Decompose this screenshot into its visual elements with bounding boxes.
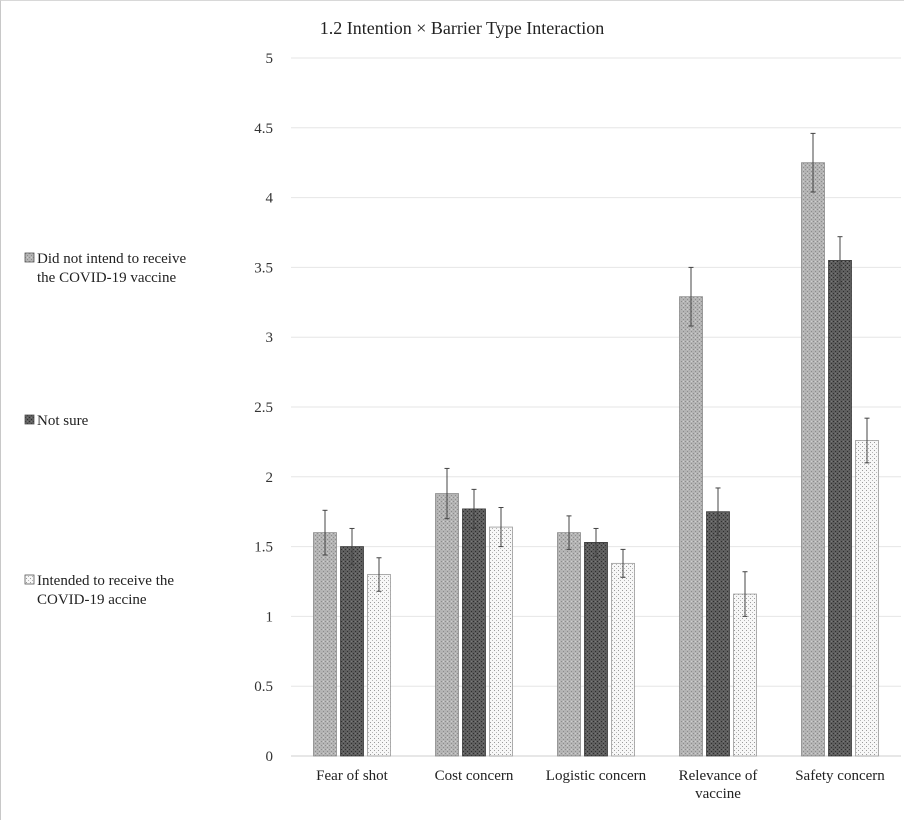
bar: [706, 511, 730, 757]
bar: [801, 162, 825, 757]
bar: [679, 296, 703, 757]
bar: [435, 493, 459, 757]
bar: [855, 440, 879, 757]
x-axis-labels: Fear of shot Cost concern Logistic concern…: [316, 768, 885, 802]
y-tick-label: 2: [266, 470, 274, 486]
bar: [557, 532, 581, 757]
y-tick-label: 1: [266, 609, 274, 625]
bar: [462, 508, 486, 757]
gridlines: [291, 57, 901, 757]
error-bars: [322, 132, 870, 617]
legend-label: the COVID-19 vaccine: [37, 270, 176, 286]
y-tick-label: 0: [266, 749, 274, 765]
legend-label: Not sure: [37, 413, 89, 429]
legend-swatch: [24, 574, 35, 585]
y-tick-label: 3: [266, 330, 274, 346]
y-tick-label: 1.5: [254, 540, 273, 556]
y-tick-label: 4: [266, 191, 274, 207]
x-tick-label: Relevance of: [679, 768, 758, 784]
y-tick-label: 0.5: [254, 679, 273, 695]
x-tick-label: Safety concern: [795, 768, 885, 784]
bar: [828, 260, 852, 757]
y-tick-label: 5: [266, 51, 274, 67]
bar: [611, 562, 635, 757]
y-axis-ticks: 0 0.5 1 1.5 2 2.5 3 3.5 4 4.5 5: [254, 51, 273, 765]
x-tick-label: Logistic concern: [546, 768, 647, 784]
bar: [489, 526, 513, 757]
legend-label: COVID-19 accine: [37, 592, 147, 608]
x-tick-label: Fear of shot: [316, 768, 388, 784]
legend-label: Intended to receive the: [37, 573, 174, 589]
y-tick-label: 4.5: [254, 121, 273, 137]
bar: [584, 542, 608, 757]
chart-title: 1.2 Intention × Barrier Type Interaction: [320, 18, 604, 38]
bar: [340, 546, 364, 757]
y-tick-label: 2.5: [254, 400, 273, 416]
bar: [313, 532, 337, 757]
bars: [313, 162, 879, 757]
bar: [733, 593, 757, 757]
x-tick-label: Cost concern: [435, 768, 514, 784]
bar: [367, 574, 391, 757]
legend-label: Did not intend to receive: [37, 251, 186, 267]
legend: Did not intend to receive the COVID-19 va…: [24, 251, 186, 608]
y-tick-label: 3.5: [254, 260, 273, 276]
legend-swatch: [24, 414, 35, 425]
x-tick-label: vaccine: [695, 786, 741, 802]
legend-swatch: [24, 252, 35, 263]
